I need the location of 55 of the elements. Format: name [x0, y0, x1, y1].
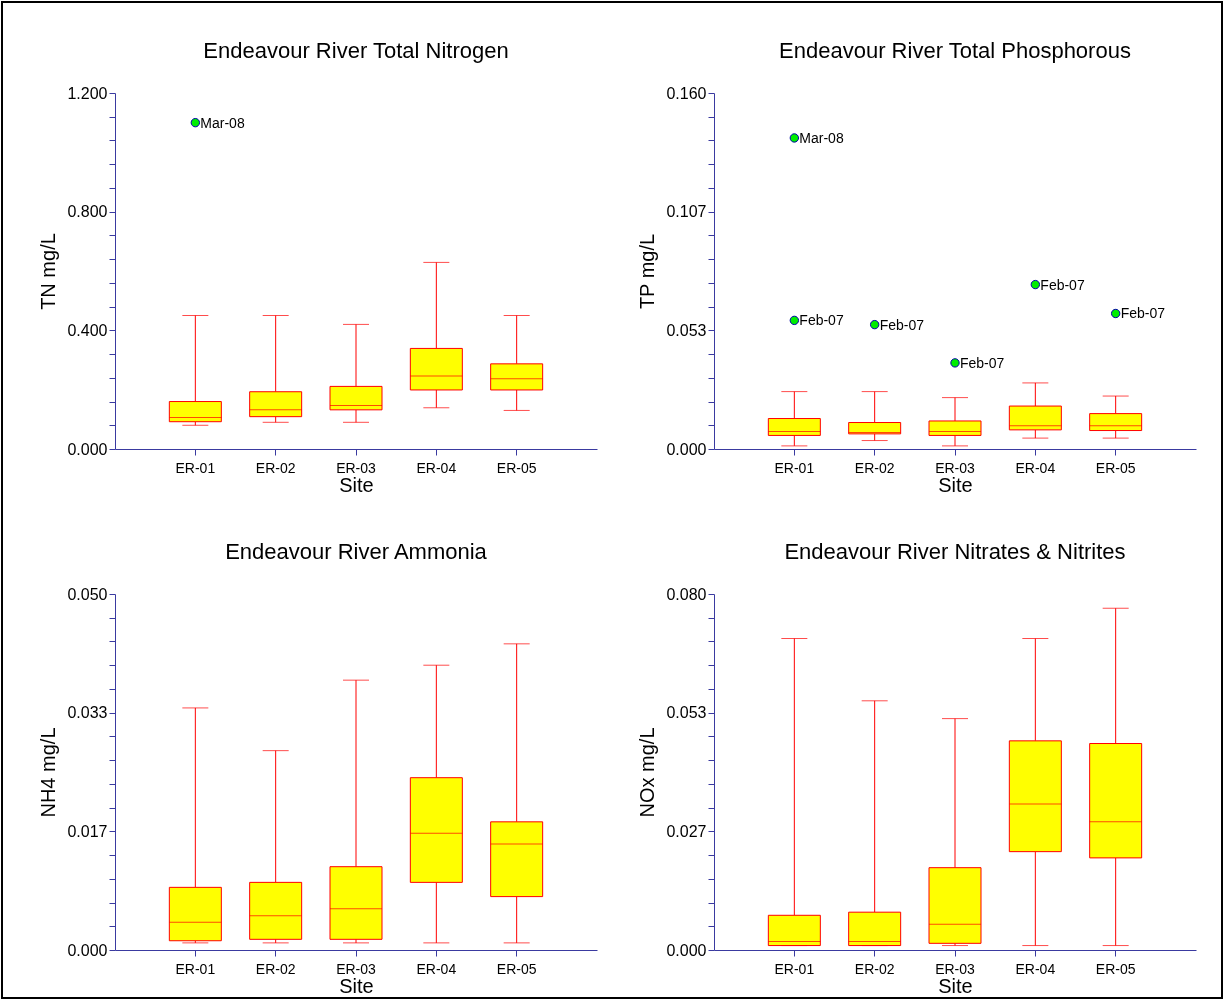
y-tick-label: 0.080	[666, 585, 707, 603]
data-label: Mar-08	[200, 114, 245, 131]
data-label: Feb-07	[1120, 305, 1166, 322]
x-tick-label: ER-03	[336, 960, 377, 977]
x-tick-label: ER-02	[255, 960, 296, 977]
x-axis-title: Site	[938, 974, 973, 997]
y-axis-title: TP mg/L	[636, 233, 659, 310]
y-tick-label: 0.000	[666, 440, 707, 458]
data-label: Mar-08	[799, 129, 844, 146]
x-axis-title: Site	[339, 974, 374, 997]
x-tick-label: ER-01	[175, 459, 216, 476]
y-tick-label: 0.033	[67, 704, 108, 722]
y-axis-title: NH4 mg/L	[37, 727, 60, 818]
x-tick-label: ER-03	[935, 960, 976, 977]
x-tick-label: ER-04	[1015, 960, 1056, 977]
x-tick-label: ER-05	[1095, 459, 1136, 476]
y-tick-label: 0.000	[67, 941, 108, 959]
y-axis-title: NOx mg/L	[636, 727, 659, 818]
y-tick-label: 0.027	[666, 822, 707, 840]
y-tick-label: 0.053	[666, 704, 707, 722]
y-tick-label: 0.000	[67, 440, 108, 458]
x-tick-label: ER-05	[1095, 960, 1136, 977]
chart-title: Endeavour River Total Phosphorous	[779, 38, 1131, 63]
x-tick-label: ER-04	[416, 960, 457, 977]
y-tick-label: 1.200	[67, 84, 108, 102]
x-tick-label: ER-02	[854, 459, 895, 476]
data-label: Feb-07	[1040, 276, 1085, 293]
y-tick-label: 0.053	[666, 321, 707, 339]
data-label: Feb-07	[960, 354, 1005, 371]
y-tick-label: 0.800	[67, 203, 108, 221]
x-tick-label: ER-02	[854, 960, 895, 977]
chart-title: Endeavour River Ammonia	[225, 539, 488, 564]
chart-title: Endeavour River Nitrates & Nitrites	[784, 539, 1126, 564]
x-tick-label: ER-02	[255, 459, 296, 476]
x-tick-label: ER-01	[175, 960, 216, 977]
y-tick-label: 0.400	[67, 321, 108, 339]
x-tick-label: ER-05	[496, 459, 537, 476]
x-axis-title: Site	[938, 473, 973, 496]
x-tick-label: ER-04	[416, 459, 457, 476]
y-tick-label: 0.000	[666, 941, 707, 959]
y-axis-title: TN mg/L	[37, 233, 60, 310]
x-tick-label: ER-04	[1015, 459, 1056, 476]
data-label: Feb-07	[879, 316, 925, 333]
x-axis-title: Site	[339, 473, 374, 496]
x-tick-label: ER-05	[496, 960, 537, 977]
x-tick-label: ER-01	[774, 960, 815, 977]
y-tick-label: 0.050	[67, 585, 108, 603]
y-tick-label: 0.107	[666, 203, 707, 221]
x-tick-label: ER-03	[935, 459, 976, 476]
chart-title: Endeavour River Total Nitrogen	[203, 38, 509, 63]
y-tick-label: 0.017	[67, 822, 108, 840]
x-tick-label: ER-01	[774, 459, 815, 476]
data-label: Feb-07	[799, 312, 844, 329]
x-tick-label: ER-03	[336, 459, 377, 476]
y-tick-label: 0.160	[666, 84, 707, 102]
